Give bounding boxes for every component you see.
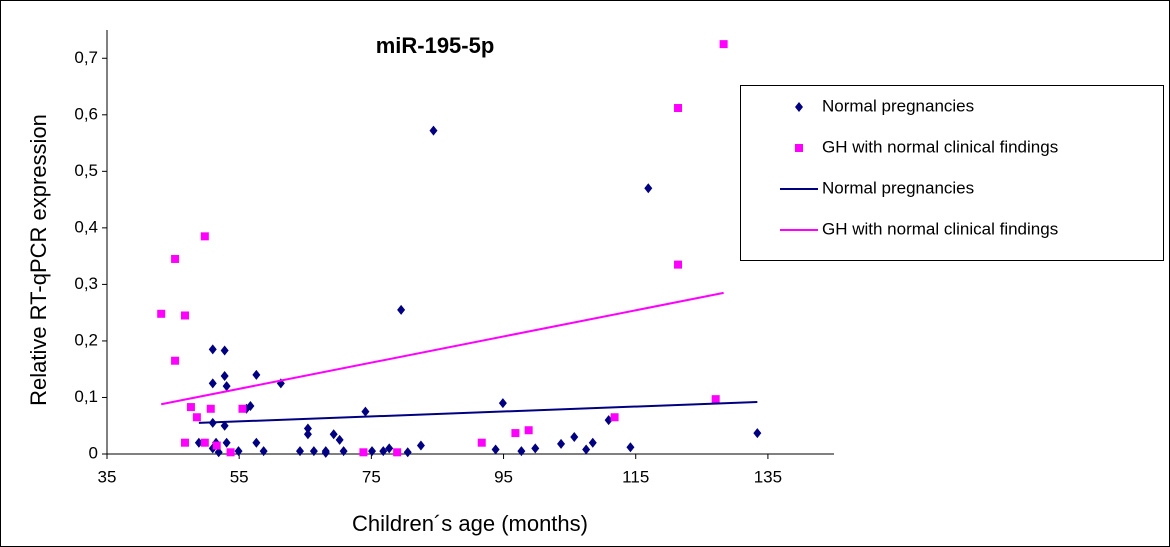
point — [171, 254, 180, 263]
point — [180, 438, 189, 447]
point — [220, 370, 229, 381]
point — [719, 40, 728, 49]
point — [252, 369, 261, 380]
point — [329, 429, 338, 440]
x-tick-label: 95 — [494, 467, 513, 486]
point — [246, 400, 255, 411]
point — [222, 437, 231, 448]
point — [368, 446, 377, 457]
y-tick-label: 0,3 — [74, 274, 98, 293]
point — [339, 446, 348, 457]
point — [517, 446, 526, 457]
x-tick-label: 55 — [230, 467, 249, 486]
point — [361, 406, 370, 417]
y-tick-label: 0 — [89, 443, 98, 462]
point — [626, 442, 635, 453]
point — [206, 404, 215, 413]
point — [498, 398, 507, 409]
x-tick-label: 35 — [98, 467, 117, 486]
point — [711, 395, 720, 404]
legend-text: GH with normal clinical findings — [822, 137, 1058, 156]
x-tick-label: 135 — [754, 467, 782, 486]
point — [303, 423, 312, 434]
point — [397, 304, 406, 315]
y-axis-label: Relative RT-qPCR expression — [26, 114, 51, 406]
legend-swatch — [795, 102, 803, 112]
point — [570, 432, 579, 443]
point — [557, 438, 566, 449]
point — [477, 438, 486, 447]
chart-title: miR-195-5p — [376, 33, 495, 58]
point — [429, 125, 438, 136]
y-tick-label: 0,6 — [74, 104, 98, 123]
point — [259, 446, 268, 457]
point — [222, 381, 231, 392]
point — [252, 437, 261, 448]
x-tick-label: 75 — [362, 467, 381, 486]
point — [359, 448, 368, 457]
y-tick-label: 0,2 — [74, 330, 98, 349]
point — [238, 404, 247, 413]
point — [303, 429, 312, 440]
point — [186, 403, 195, 412]
point — [753, 428, 762, 439]
point — [220, 345, 229, 356]
point — [309, 446, 318, 457]
legend — [740, 85, 1164, 261]
point — [674, 260, 683, 269]
point — [220, 420, 229, 431]
point — [403, 447, 412, 458]
point — [644, 183, 653, 194]
point — [200, 232, 209, 241]
legend-text: GH with normal clinical findings — [822, 219, 1058, 238]
point — [321, 447, 330, 458]
point — [393, 448, 402, 457]
point — [234, 446, 243, 457]
point — [157, 309, 166, 318]
point — [212, 441, 221, 450]
x-tick-label: 115 — [622, 467, 649, 486]
point — [491, 444, 500, 455]
point — [385, 443, 394, 454]
trend-line — [161, 291, 724, 406]
point — [379, 446, 388, 457]
point — [295, 446, 304, 457]
point — [200, 438, 209, 447]
point — [171, 356, 180, 365]
legend-swatch — [795, 144, 803, 152]
y-tick-label: 0,5 — [74, 161, 98, 180]
point — [335, 434, 344, 445]
point — [416, 440, 425, 451]
point — [674, 104, 683, 113]
point — [582, 444, 591, 455]
point — [610, 413, 619, 422]
point — [588, 437, 597, 448]
point — [208, 378, 217, 389]
point — [214, 447, 223, 458]
point — [524, 426, 533, 435]
point — [192, 413, 201, 422]
point — [226, 448, 235, 457]
point — [180, 311, 189, 320]
y-tick-label: 0,1 — [74, 387, 98, 406]
legend-text: Normal pregnancies — [822, 96, 974, 115]
y-tick-label: 0,4 — [74, 217, 98, 236]
trend-line — [198, 400, 758, 424]
point — [531, 443, 540, 454]
point — [511, 429, 520, 438]
y-tick-label: 0,7 — [74, 48, 98, 67]
point — [208, 344, 217, 355]
legend-text: Normal pregnancies — [822, 178, 974, 197]
x-axis-label: Children´s age (months) — [352, 511, 588, 536]
